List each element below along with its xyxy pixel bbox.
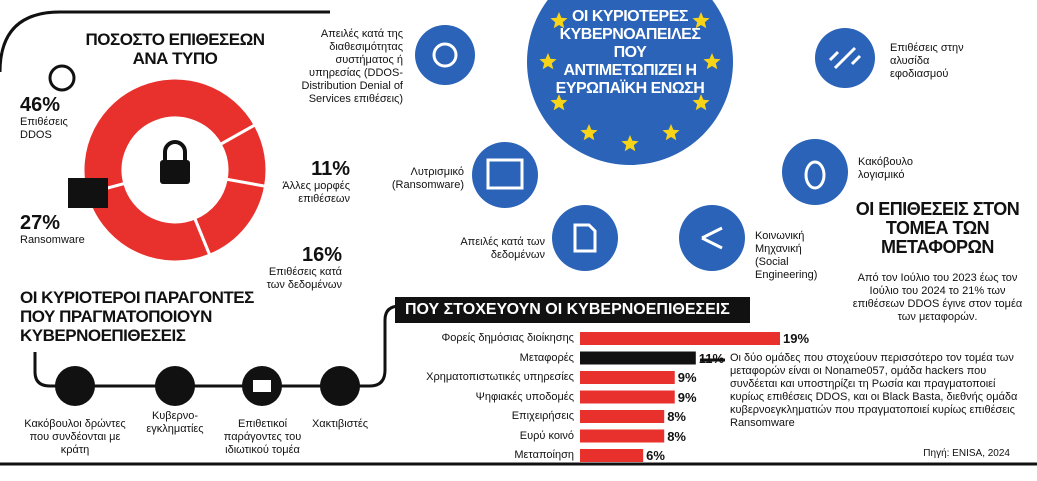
star	[692, 12, 710, 29]
factors-title: ΟΙ ΚΥΡΙΟΤΕΡΟΙ ΠΑΡΑΓΟΝΤΕΣ ΠΟΥ ΠΡΑΓΜΑΤΟΠΟΙ…	[20, 288, 254, 345]
bar-category-label: Μεταφορές	[519, 351, 574, 364]
factor-label: Χακτιβιστές	[311, 418, 369, 430]
bar	[580, 410, 665, 423]
factor-line	[33, 304, 401, 388]
bar-value-label: 8%	[667, 428, 686, 444]
donut-category-label: Άλλες μορφές επιθέσεων	[282, 180, 350, 205]
bar	[580, 332, 780, 345]
threat-label: Κακόβουλο λογισμικό	[858, 156, 913, 181]
threat-circle	[552, 205, 618, 271]
bar-category-label: Χρηματοπιστωτικές υπηρεσίες	[426, 371, 574, 383]
globe-icon	[55, 366, 95, 406]
donut-value-label: 16%	[301, 244, 342, 266]
threat-circle	[782, 139, 848, 205]
threat-circle	[679, 205, 745, 271]
transport-text: Από τον Ιούλιο του 2023 έως τον Ιούλιο τ…	[852, 272, 1023, 323]
chain-icon	[828, 46, 862, 70]
threat-icons	[432, 42, 862, 253]
transport-groups: Οι δύο ομάδες που στοχεύουν περισσότερο …	[730, 352, 1018, 429]
star	[539, 53, 557, 70]
bar-value-label: 9%	[677, 389, 697, 405]
bar-category-label: Φορείς δημόσιας διοίκησης	[441, 332, 574, 344]
bar-header	[395, 297, 750, 323]
threat-circle	[472, 142, 538, 208]
threat-label: Επιθέσεις στην αλυσίδα εφοδιασμού	[890, 42, 964, 80]
factor-label: Κακόβουλοι δρώντες που συνδέονται με κρά…	[24, 418, 126, 456]
threat-label: Λυτρισμικό (Ransomware)	[391, 166, 464, 191]
gear-icon	[432, 42, 458, 68]
bar	[580, 390, 675, 404]
donut-value-label: 11%	[311, 158, 350, 180]
bar-title: ΠΟΥ ΣΤΟΧΕΥΟΥΝ ΟΙ ΚΥΒΕΡΝΟΕΠΙΘΕΣΕΙΣ	[405, 301, 730, 318]
briefcase-shape	[253, 380, 271, 392]
donut-category-label: Επιθέσεις κατά των δεδομένων	[266, 266, 342, 291]
bar-value-label: 9%	[677, 370, 697, 385]
terminal-icon	[486, 158, 524, 190]
star	[550, 94, 568, 111]
stars	[539, 12, 721, 152]
lock-shackle	[163, 140, 187, 160]
bar	[580, 371, 675, 384]
bar-category-label: Ψηφιακές υποδομές	[475, 390, 574, 403]
bar	[580, 351, 696, 365]
hub-circle	[527, 0, 733, 165]
connector-lines	[0, 10, 1037, 466]
donut	[81, 76, 269, 264]
star	[550, 12, 568, 29]
transport-title: ΟΙ ΕΠΙΘΕΣΕΙΣ ΣΤΟΝ ΤΟΜΕΑ ΤΩΝ ΜΕΤΑΦΟΡΩΝ	[855, 199, 1020, 257]
bar-category-label: Ευρύ κοινό	[519, 429, 574, 442]
terminal-box	[68, 178, 108, 208]
bar-chart	[580, 332, 780, 462]
bar-value-label: 19%	[783, 331, 810, 346]
factor-label: Κυβερνο-εγκληματίες	[146, 410, 204, 435]
bar-category-label: Μεταποίηση	[514, 449, 574, 461]
source: Πηγή: ENISA, 2024	[923, 448, 1010, 459]
hub-title: ΟΙ ΚΥΡΙΟΤΕΡΕΣ ΚΥΒΕΡΝΟΑΠΕΙΛΕΣ ΠΟΥ ΑΝΤΙΜΕΤ…	[555, 8, 705, 97]
donut-value-label: 27%	[20, 212, 61, 234]
donut-category-label: Ransomware	[20, 234, 85, 246]
file-icon	[573, 223, 597, 253]
bar	[580, 449, 644, 462]
hacker-icon	[155, 366, 195, 406]
top-line	[0, 10, 330, 73]
threat-label: Απειλές κατά της διαθεσιμότητας συστήματ…	[301, 28, 404, 105]
bug-icon	[804, 160, 826, 190]
bar-value-label: 6%	[646, 448, 665, 463]
star	[662, 124, 680, 141]
bar-value-label: 8%	[667, 409, 686, 424]
threat-label: Απειλές κατά των δεδομένων	[460, 236, 545, 261]
threat-label: Κοινωνική Μηχανική (Social Engineering)	[755, 230, 818, 281]
factor-icons	[55, 366, 360, 406]
star	[580, 124, 598, 141]
factor-label: Επιθετικοί παράγοντες του ιδιωτικού τομέ…	[223, 418, 302, 456]
donut-title: ΠΟΣΟΣΤΟ ΕΠΙΘΕΣΕΩΝ ΑΝΑ ΤΥΠΟ	[85, 30, 266, 68]
threat-circle	[415, 25, 475, 85]
donut-value-label: 46%	[20, 94, 61, 116]
star	[703, 53, 721, 70]
bar	[580, 429, 665, 443]
share-icon	[701, 226, 723, 250]
gears-icon	[48, 64, 76, 92]
bar-category-label: Επιχειρήσεις	[511, 410, 574, 422]
star	[621, 135, 639, 152]
binary-icon	[320, 366, 360, 406]
donut-category-label: Επιθέσεις DDOS	[20, 116, 68, 141]
lock-icon	[160, 160, 190, 184]
star	[692, 94, 710, 111]
bar-value-label: 11%	[698, 350, 725, 366]
